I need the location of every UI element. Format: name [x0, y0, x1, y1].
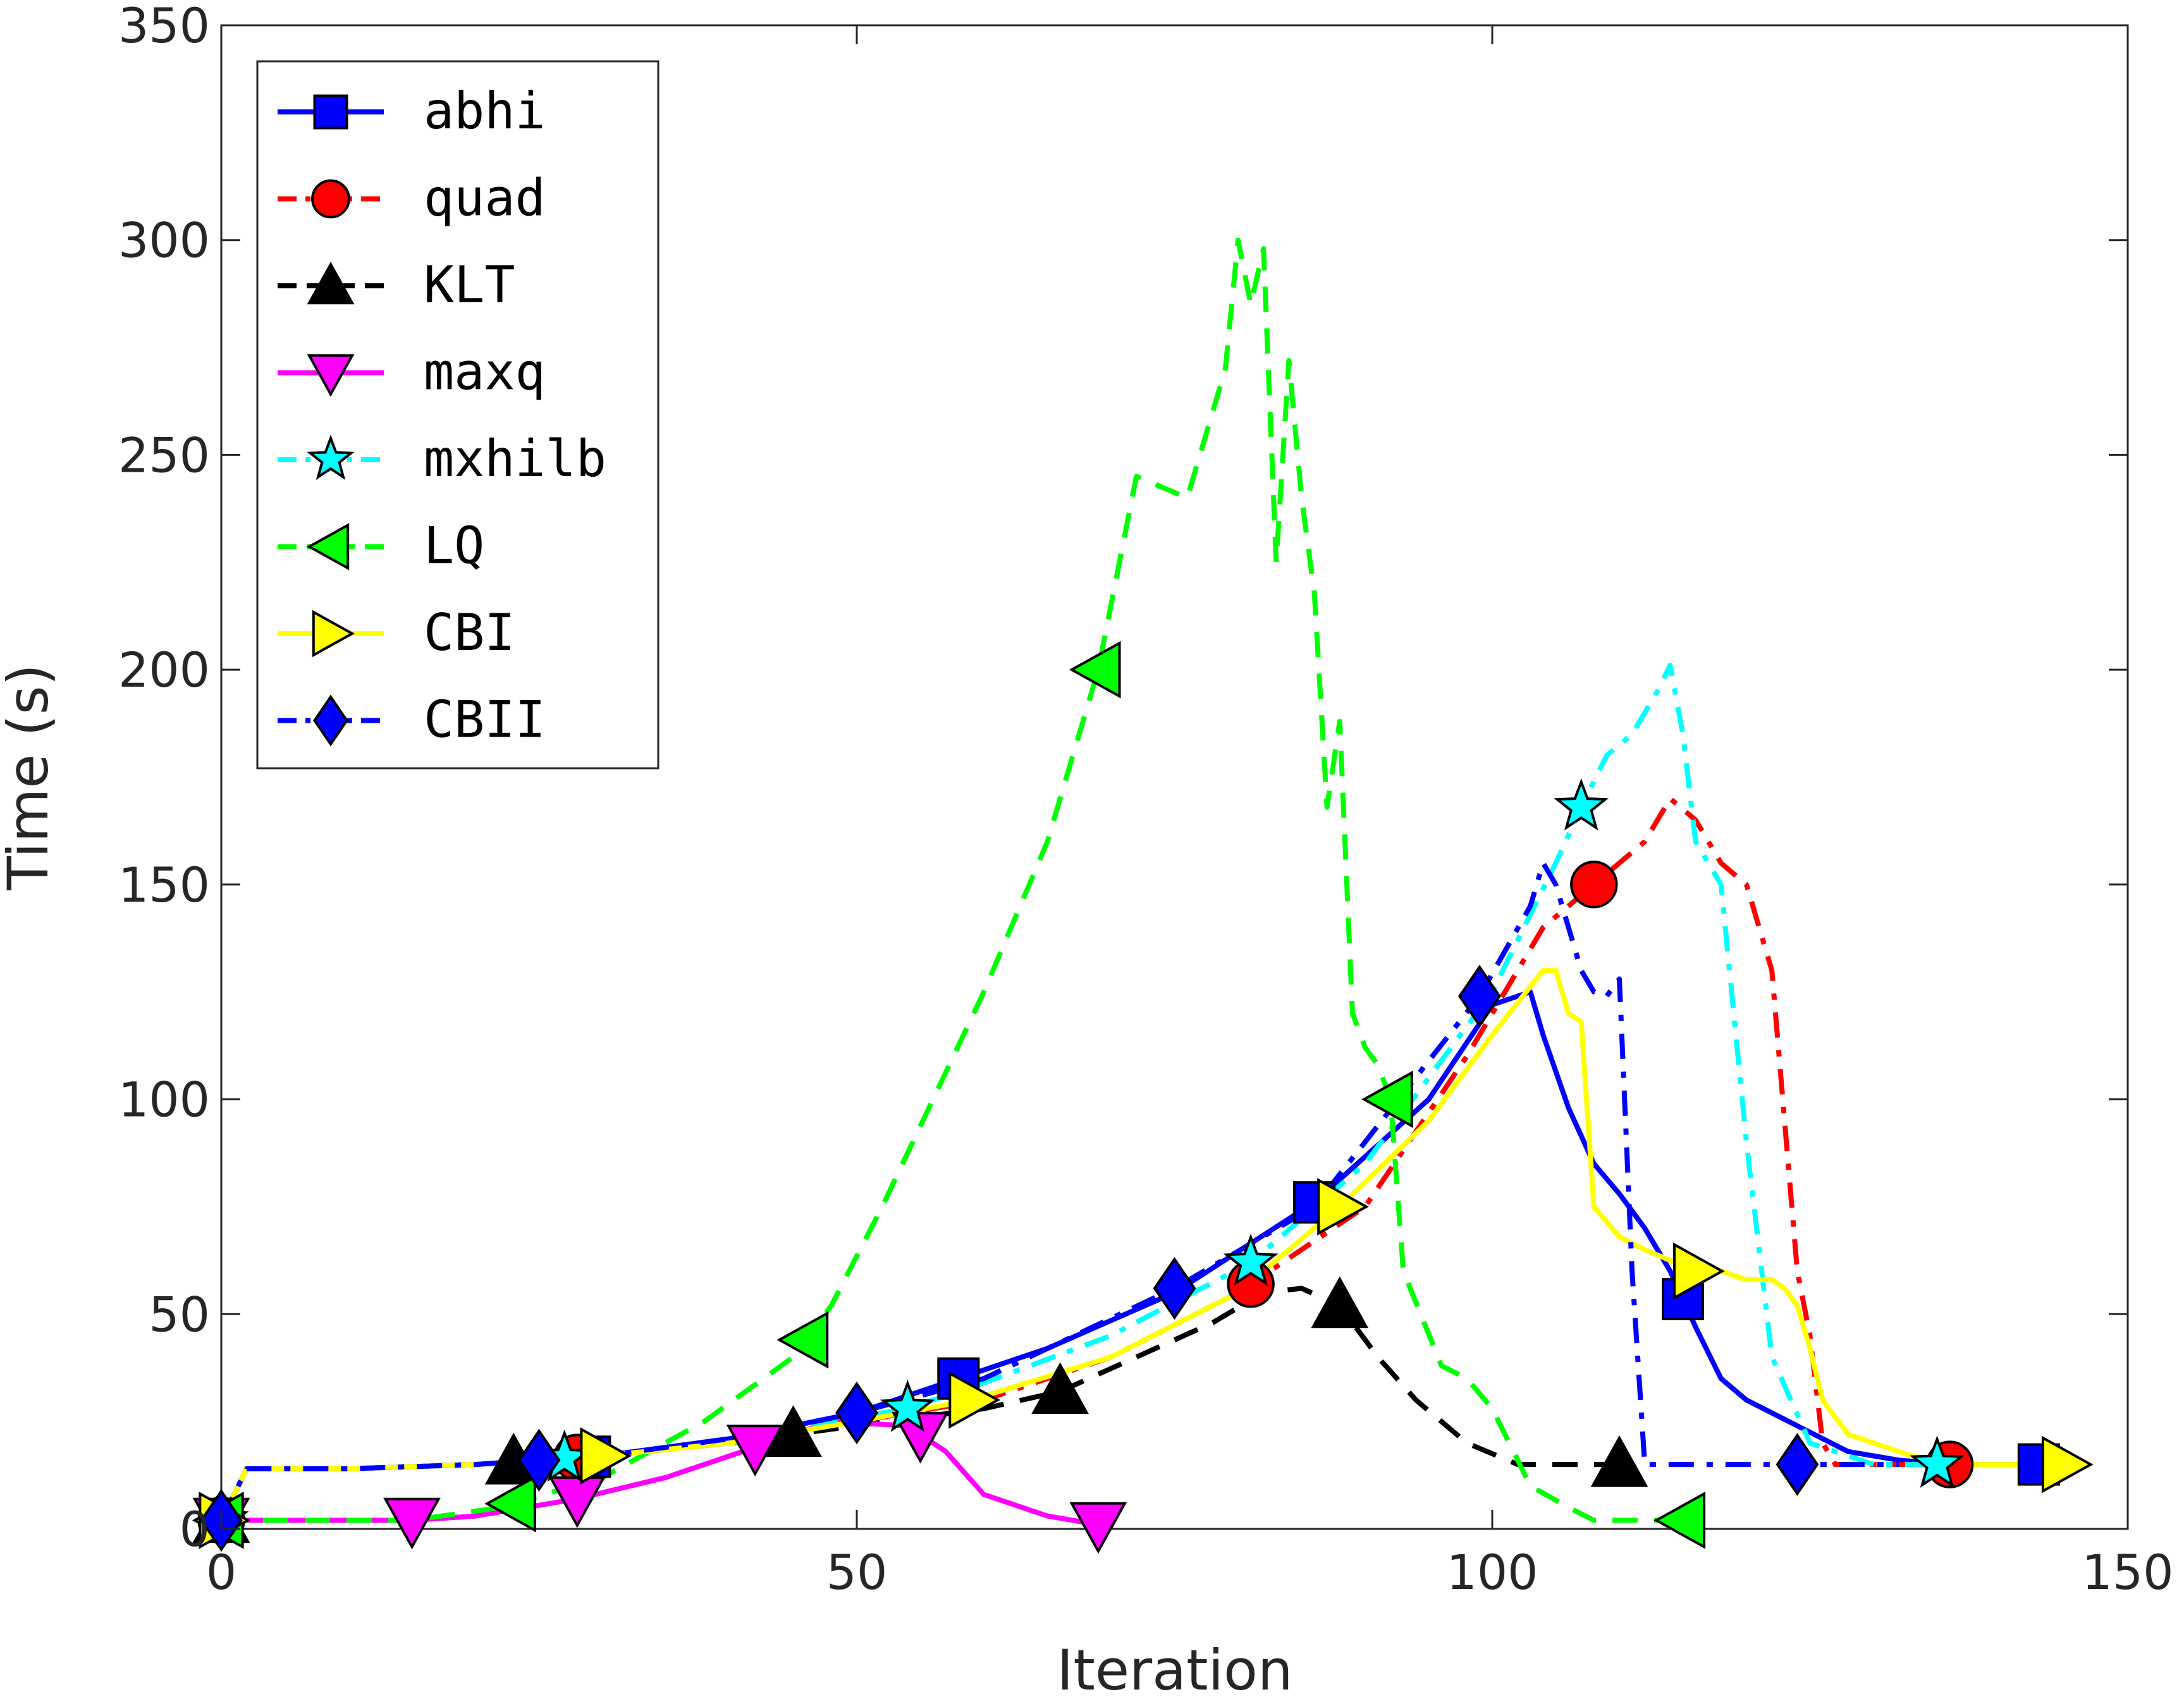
data-point-KLT — [764, 1405, 822, 1457]
legend-marker-mxhilb — [307, 434, 355, 481]
legend-label: quad — [424, 169, 546, 228]
y-tick-label: 350 — [118, 0, 210, 54]
series-line-CBII — [221, 860, 1899, 1522]
data-point-maxq — [726, 1425, 784, 1477]
y-tick-label: 50 — [149, 1286, 210, 1342]
y-tick-label: 250 — [118, 427, 210, 483]
data-point-KLT — [1311, 1276, 1369, 1328]
legend-marker-abhi — [313, 94, 348, 130]
data-point-LQ — [1069, 641, 1121, 699]
data-point-maxq — [892, 1411, 949, 1464]
x-tick-label: 0 — [206, 1544, 236, 1600]
data-point-mxhilb — [1554, 778, 1609, 831]
data-point-LQ — [1653, 1492, 1706, 1549]
data-point-CBII — [1457, 964, 1501, 1028]
x-tick-label: 100 — [1446, 1544, 1538, 1600]
legend-label: CBI — [424, 603, 515, 662]
legend-label: CBII — [424, 690, 546, 749]
legend-marker-maxq — [307, 354, 355, 397]
data-point-CBI — [948, 1371, 1001, 1429]
data-point-CBI — [2041, 1435, 2094, 1494]
y-tick-label: 100 — [118, 1072, 210, 1128]
data-point-CBII — [1776, 1433, 1819, 1496]
data-point-LQ — [484, 1475, 536, 1533]
legend-marker-LQ — [306, 523, 350, 570]
legend: abhi quad KLT maxq mxhilb LQ CBI CBII — [256, 60, 659, 770]
data-point-CBII — [517, 1428, 561, 1492]
legend-label: abhi — [424, 82, 546, 140]
data-point-LQ — [776, 1311, 829, 1369]
y-tick-label: 300 — [118, 212, 210, 269]
data-point-CBII — [835, 1381, 878, 1445]
legend-marker-CBI — [312, 610, 355, 658]
data-point-LQ — [1361, 1070, 1413, 1128]
marker-layer — [192, 641, 2094, 1554]
y-tick-label: 150 — [118, 857, 210, 913]
y-tick-label: 0 — [180, 1501, 210, 1557]
y-axis-label: Time (s) — [0, 664, 61, 891]
x-axis-label: Iteration — [1057, 1638, 1292, 1699]
data-point-mxhilb — [1910, 1435, 1965, 1488]
series-line-quad — [221, 796, 1950, 1522]
data-point-CBI — [1317, 1178, 1369, 1236]
legend-box — [256, 60, 659, 770]
legend-marker-KLT — [307, 261, 355, 305]
legend-label: KLT — [424, 255, 515, 314]
legend-label: mxhilb — [424, 429, 606, 488]
data-point-CBI — [580, 1427, 632, 1485]
data-point-KLT — [1590, 1435, 1648, 1487]
axes-layer: 0 50 100 150 0 50 100 150 200 250 300 350 — [118, 0, 2174, 1600]
legend-label: LQ — [424, 517, 484, 575]
data-point-maxq — [383, 1497, 441, 1550]
legend-marker-quad — [311, 179, 350, 219]
series-line-LQ — [221, 237, 1683, 1523]
legend-label: maxq — [424, 343, 546, 402]
data-point-quad — [1570, 861, 1618, 909]
data-point-maxq — [1069, 1502, 1127, 1554]
y-tick-label: 200 — [118, 642, 210, 698]
x-tick-label: 50 — [826, 1544, 888, 1600]
legend-marker-CBII — [313, 694, 348, 747]
data-point-CBI — [1673, 1242, 1725, 1300]
data-point-KLT — [1031, 1362, 1089, 1414]
x-tick-label: 150 — [2082, 1544, 2173, 1600]
data-point-mxhilb — [880, 1380, 935, 1432]
data-point-mxhilb — [1223, 1234, 1279, 1286]
data-point-CBII — [1153, 1256, 1196, 1320]
